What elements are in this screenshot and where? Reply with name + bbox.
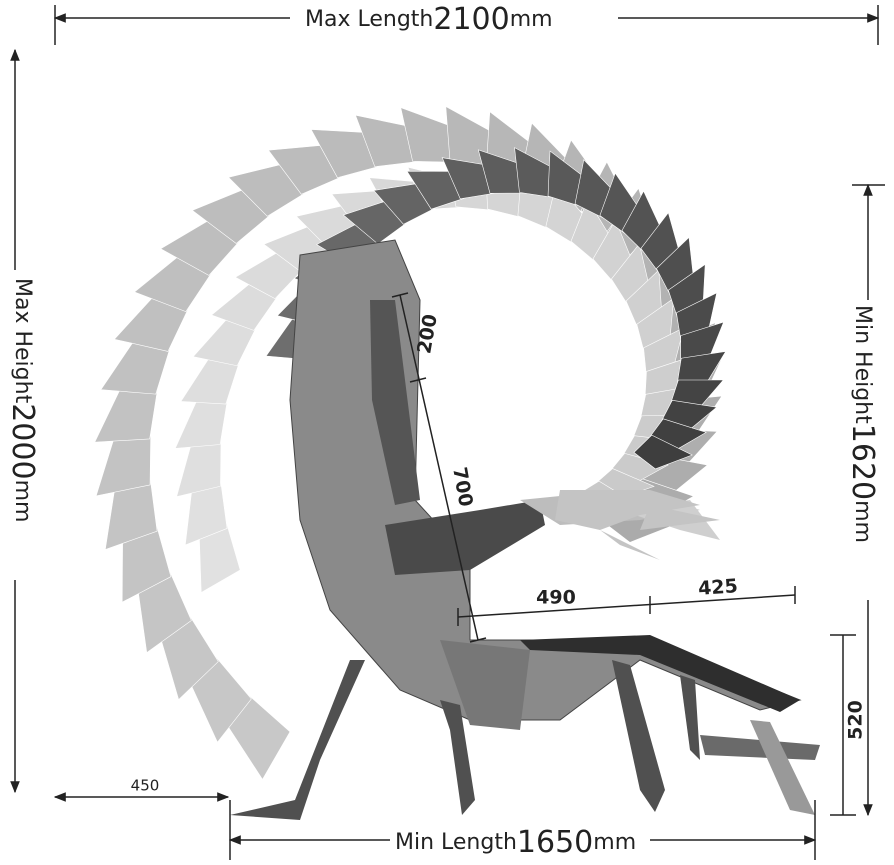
legrest-label: 425 [697,575,738,600]
backrest-label: 700 [448,465,477,508]
min-length: Min Length1650mm [395,825,636,860]
max-height: Max Height2000mm [6,278,41,522]
tick [391,292,409,298]
tick [469,637,487,643]
dimension-line [399,294,479,641]
tick [409,377,427,383]
tail-segment [633,434,693,470]
max-length: Max Length2100mm [305,2,553,37]
legs [230,660,820,820]
dimension-line [457,594,796,618]
scorpion-body [289,239,802,730]
offset-label: 450 [131,777,160,795]
seat-height-label: 520 [845,700,867,740]
claws [555,490,720,560]
seat-label: 490 [536,587,576,609]
min-height: Min Height1620mm [846,305,881,543]
